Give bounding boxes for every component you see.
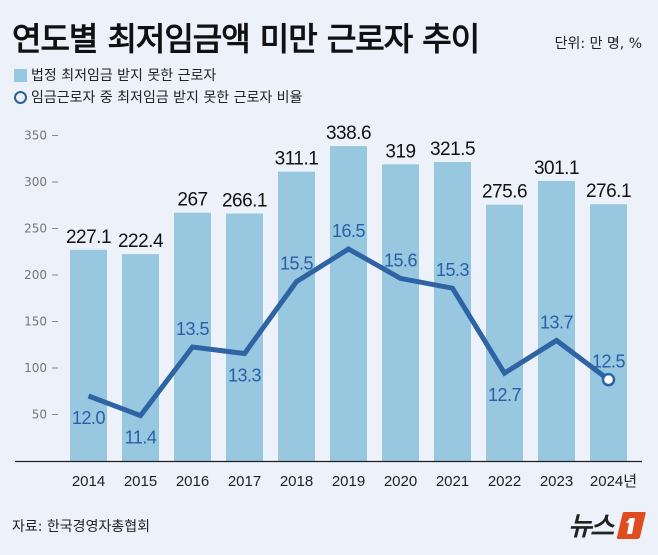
unit-label: 단위: 만 명, %: [554, 36, 642, 52]
line-value-label: 15.5: [280, 254, 314, 274]
circle-marker-icon: [14, 90, 27, 104]
x-tick-label: 2023: [540, 473, 573, 490]
y-tick-label: 350: [24, 129, 47, 143]
bar-value-label: 276.1: [586, 181, 631, 202]
bar: [122, 254, 159, 461]
line-value-label: 13.7: [540, 312, 574, 332]
legend-item-bars: 법정 최저임금 받지 못한 근로자: [14, 64, 302, 86]
x-tick-label: 2018: [280, 473, 313, 490]
legend-line-label: 임금근로자 중 최저임금 받지 못한 근로자 비율: [31, 90, 303, 106]
bar-value-label: 321.5: [430, 139, 475, 160]
bar-value-label: 311.1: [275, 149, 319, 170]
y-axis: 50 100 150 200 250 300 350: [24, 129, 58, 422]
bar-value-labels: 227.1 222.4 267 266.1 311.1 338.6 319 321.5 275.…: [66, 123, 632, 252]
x-axis-tick-labels: 2014 2015 2016 2017 2018 2019 2020 2021 2022 2023…: [72, 473, 637, 490]
x-tick-label: 2020: [384, 473, 417, 490]
bar-value-label: 222.4: [118, 231, 164, 252]
bar: [590, 204, 627, 462]
legend-item-line: 임금근로자 중 최저임금 받지 못한 근로자 비율: [14, 86, 302, 108]
bar-value-label: 301.1: [534, 158, 579, 179]
line-series: [87, 246, 616, 419]
bar: [70, 249, 107, 461]
bar-series: [70, 146, 627, 462]
line-value-label: 12.7: [488, 385, 522, 405]
x-tick-label: 2016: [176, 473, 209, 490]
bar: [278, 171, 315, 461]
y-tick-label: 200: [24, 268, 47, 282]
bar: [538, 180, 575, 462]
x-tick-label: 2022: [488, 473, 521, 490]
y-tick-label: 150: [24, 315, 47, 329]
news1-logo-icon: [616, 511, 646, 539]
x-tick-label: 2015: [124, 473, 157, 490]
bar-value-label: 338.6: [326, 123, 371, 144]
source-label: 자료: 한국경영자총협회: [12, 519, 150, 535]
line-value-label: 15.6: [384, 250, 418, 270]
y-tick-label: 50: [32, 408, 47, 422]
y-tick-label: 250: [24, 222, 47, 236]
line-value-label: 11.4: [125, 428, 157, 448]
legend-bar-label: 법정 최저임금 받지 못한 근로자: [31, 68, 217, 84]
bar: [486, 204, 523, 461]
logo-text: 뉴스: [568, 512, 614, 542]
bar-value-label: 319: [385, 141, 415, 162]
line-value-label: 15.3: [436, 260, 470, 280]
bar-swatch-icon: [14, 68, 27, 82]
bar-value-label: 227.1: [66, 227, 111, 248]
line-value-label: 12.0: [72, 408, 106, 428]
bar-value-label: 267: [177, 190, 207, 211]
bar-value-label: 266.1: [222, 191, 267, 212]
x-tick-label: 2024년: [590, 473, 637, 490]
x-tick-label: 2017: [228, 473, 261, 490]
y-tick-label: 300: [24, 175, 47, 189]
bar: [382, 164, 419, 461]
legend: 법정 최저임금 받지 못한 근로자 임금근로자 중 최저임금 받지 못한 근로자…: [14, 64, 302, 108]
x-tick-label: 2019: [332, 473, 365, 490]
news1-logo: 뉴스: [568, 506, 646, 543]
line-value-labels: 12.0 11.4 13.5 13.3 15.5 16.5 15.6 15.3 12.7 13.7…: [72, 221, 626, 448]
line-end-marker: [601, 372, 616, 387]
line-value-label: 16.5: [332, 221, 366, 241]
bar: [330, 146, 367, 462]
ratio-line: [87, 246, 611, 419]
line-value-label: 12.5: [592, 352, 626, 372]
bar: [174, 212, 211, 461]
bar-value-label: 275.6: [482, 182, 527, 203]
x-tick-label: 2021: [436, 473, 469, 490]
y-tick-label: 100: [24, 361, 47, 375]
line-value-label: 13.3: [228, 366, 262, 386]
line-value-label: 13.5: [176, 319, 210, 339]
chart-title: 연도별 최저임금액 미만 근로자 추이: [12, 20, 480, 58]
x-tick-label: 2014: [72, 473, 105, 490]
